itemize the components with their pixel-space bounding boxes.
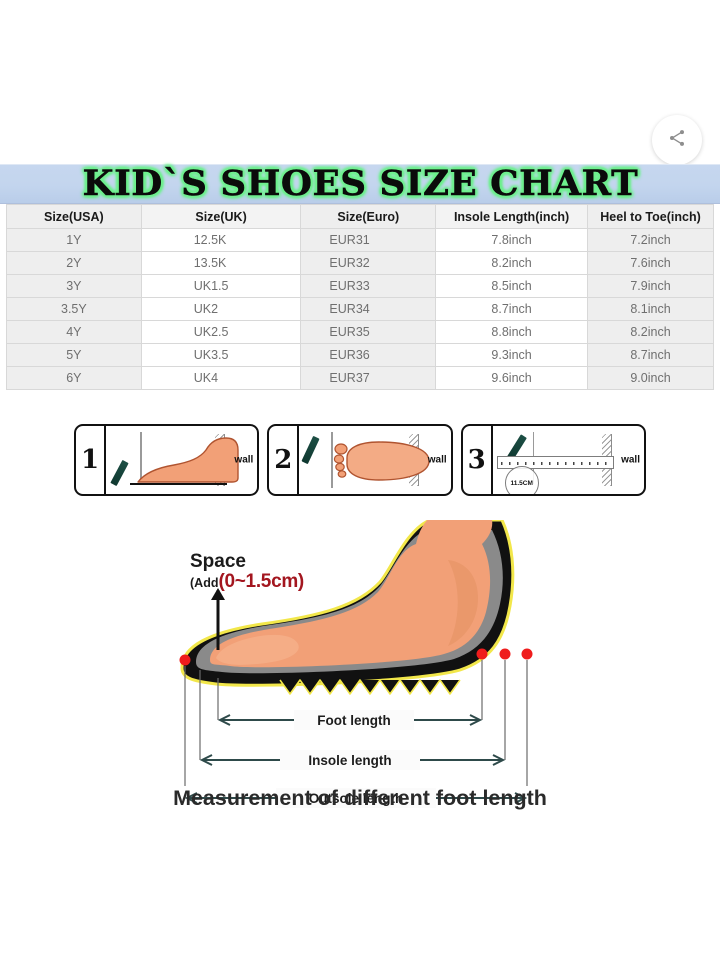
cell-heel-toe: 7.9inch	[587, 274, 714, 298]
page-title: KID`S SHOES SIZE CHART	[82, 162, 638, 204]
table-row: 3Y UK1.5 EUR33 8.5inch 7.9inch	[6, 274, 714, 298]
cell-size-euro: EUR35	[300, 320, 437, 344]
cell-insole: 8.7inch	[435, 297, 589, 321]
title-banner: KID`S SHOES SIZE CHART	[0, 164, 720, 204]
cell-size-uk: 12.5K	[140, 228, 302, 252]
marker-dot	[521, 648, 533, 660]
foot-sole-view-icon	[299, 426, 450, 494]
cell-size-usa: 4Y	[6, 320, 142, 344]
foot-diagram-art	[179, 520, 533, 808]
measure-label-outsole-length: Outsole length	[308, 790, 404, 806]
cell-heel-toe: 8.7inch	[587, 343, 714, 367]
space-title: Space	[190, 551, 246, 572]
cell-size-uk: UK2	[140, 297, 302, 321]
diagram-caption: Measurement of different foot length	[173, 786, 547, 810]
cell-size-uk: UK2.5	[140, 320, 302, 344]
cell-insole: 7.8inch	[435, 228, 589, 252]
step-2-wall-label: wall	[427, 454, 447, 466]
column-header-size-euro: Size(Euro)	[300, 204, 437, 229]
space-add-label: (Add	[190, 576, 219, 590]
cell-size-euro: EUR33	[300, 274, 437, 298]
cell-size-uk: UK1.5	[140, 274, 302, 298]
table-row: 1Y 12.5K EUR31 7.8inch 7.2inch	[6, 228, 714, 252]
cell-size-usa: 5Y	[6, 343, 142, 367]
space-annotation: Space (Add (0~1.5cm)	[190, 552, 304, 591]
cell-size-euro: EUR32	[300, 251, 437, 275]
marker-dot	[499, 648, 511, 660]
cell-size-usa: 3.5Y	[6, 297, 142, 321]
cell-heel-toe: 8.2inch	[587, 320, 714, 344]
cell-insole: 8.2inch	[435, 251, 589, 275]
share-button[interactable]	[652, 115, 702, 165]
foot-measurement-diagram: Foot length Insole length Outsole length…	[130, 520, 600, 820]
step-2: 2 wall	[267, 424, 453, 496]
share-icon	[667, 128, 687, 153]
cell-size-uk: UK3.5	[140, 343, 302, 367]
cell-heel-toe: 8.1inch	[587, 297, 714, 321]
table-row: 6Y UK4 EUR37 9.6inch 9.0inch	[6, 366, 714, 390]
size-chart-table: Size(USA) Size(UK) Size(Euro) Insole Len…	[6, 204, 714, 390]
cell-size-euro: EUR37	[300, 366, 437, 390]
column-header-size-usa: Size(USA)	[6, 204, 142, 229]
cell-insole: 9.3inch	[435, 343, 589, 367]
column-header-heel-toe: Heel to Toe(inch)	[587, 204, 714, 229]
measure-label-foot-length: Foot length	[317, 712, 391, 728]
measure-label-insole-length: Insole length	[308, 752, 392, 768]
marker-dot	[476, 648, 488, 660]
step-3: 3 11.5CM wall	[460, 424, 646, 496]
cell-insole: 8.5inch	[435, 274, 589, 298]
cell-size-usa: 3Y	[6, 274, 142, 298]
cell-size-euro: EUR31	[300, 228, 437, 252]
column-header-insole: Insole Length(inch)	[435, 204, 589, 229]
cell-size-euro: EUR34	[300, 297, 437, 321]
cell-insole: 8.8inch	[435, 320, 589, 344]
cell-size-uk: 13.5K	[140, 251, 302, 275]
cell-size-usa: 6Y	[6, 366, 142, 390]
marker-dot	[179, 654, 191, 666]
foot-side-view-icon	[106, 426, 257, 494]
step-2-number: 2	[269, 426, 300, 494]
cell-heel-toe: 7.2inch	[587, 228, 714, 252]
table-header-row: Size(USA) Size(UK) Size(Euro) Insole Len…	[6, 204, 714, 229]
step-3-wall-label: wall	[621, 454, 640, 466]
cell-size-euro: EUR36	[300, 343, 437, 367]
step-3-number: 3	[463, 426, 493, 494]
cell-size-usa: 2Y	[6, 251, 142, 275]
table-row: 2Y 13.5K EUR32 8.2inch 7.6inch	[6, 251, 714, 275]
table-row: 4Y UK2.5 EUR35 8.8inch 8.2inch	[6, 320, 714, 344]
step-1-number: 1	[76, 426, 106, 494]
step-1-wall-label: wall	[234, 454, 254, 466]
step-1: 1 wall	[74, 424, 260, 496]
column-header-size-uk: Size(UK)	[140, 204, 302, 229]
step-3-measure-label: 11.5CM	[504, 466, 539, 494]
cell-size-uk: UK4	[140, 366, 302, 390]
table-row: 3.5Y UK2 EUR34 8.7inch 8.1inch	[6, 297, 714, 321]
cell-heel-toe: 9.0inch	[587, 366, 714, 390]
cell-heel-toe: 7.6inch	[587, 251, 714, 275]
cell-size-usa: 1Y	[6, 228, 142, 252]
ruler-icon: 11.5CM	[493, 426, 644, 494]
measure-steps: 1 wall 2	[74, 424, 646, 496]
cell-insole: 9.6inch	[435, 366, 589, 390]
space-range-value: (0~1.5cm)	[218, 571, 304, 592]
table-row: 5Y UK3.5 EUR36 9.3inch 8.7inch	[6, 343, 714, 367]
